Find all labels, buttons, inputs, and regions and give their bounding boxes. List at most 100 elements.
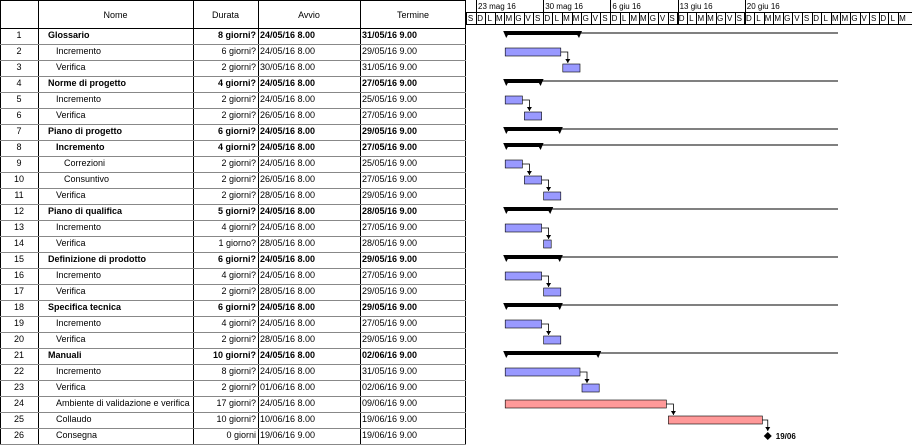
task-start[interactable]: 24/05/16 8.00 bbox=[260, 78, 316, 88]
task-start[interactable]: 28/05/16 8.00 bbox=[260, 190, 316, 200]
task-start[interactable]: 24/05/16 8.00 bbox=[260, 46, 316, 56]
task-end[interactable]: 29/05/16 9.00 bbox=[362, 46, 418, 56]
task-name[interactable]: Verifica bbox=[56, 334, 86, 344]
task-start[interactable]: 28/05/16 8.00 bbox=[260, 286, 316, 296]
task-start[interactable]: 24/05/16 8.00 bbox=[260, 94, 316, 104]
task-name[interactable]: Definizione di prodotto bbox=[48, 254, 146, 264]
task-start[interactable]: 30/05/16 8.00 bbox=[260, 62, 316, 72]
task-end[interactable]: 19/06/16 9.00 bbox=[362, 430, 418, 440]
task-name[interactable]: Incremento bbox=[56, 142, 105, 152]
task-duration[interactable]: 6 giorni? bbox=[218, 254, 256, 264]
task-start[interactable]: 24/05/16 8.00 bbox=[260, 142, 316, 152]
task-start[interactable]: 26/05/16 8.00 bbox=[260, 174, 316, 184]
task-name[interactable]: Specifica tecnica bbox=[48, 302, 122, 312]
task-name[interactable]: Collaudo bbox=[56, 414, 92, 424]
task-duration[interactable]: 4 giorni? bbox=[221, 270, 256, 280]
task-end[interactable]: 31/05/16 9.00 bbox=[362, 62, 418, 72]
task-start[interactable]: 24/05/16 8.00 bbox=[260, 158, 316, 168]
task-end[interactable]: 28/05/16 9.00 bbox=[362, 238, 418, 248]
task-end[interactable]: 02/06/16 9.00 bbox=[362, 350, 418, 360]
task-duration[interactable]: 8 giorni? bbox=[221, 366, 256, 376]
task-id[interactable]: 22 bbox=[13, 366, 24, 376]
task-start[interactable]: 24/05/16 8.00 bbox=[260, 398, 316, 408]
task-name[interactable]: Incremento bbox=[56, 270, 102, 280]
task-duration[interactable]: 4 giorni? bbox=[221, 318, 256, 328]
task-id[interactable]: 14 bbox=[13, 238, 24, 248]
task-name[interactable]: Consegna bbox=[56, 430, 98, 440]
task-start[interactable]: 19/06/16 9.00 bbox=[260, 430, 316, 440]
task-id[interactable]: 7 bbox=[16, 126, 22, 136]
task-end[interactable]: 25/05/16 9.00 bbox=[362, 94, 418, 104]
task-id[interactable]: 3 bbox=[16, 62, 22, 72]
task-duration[interactable]: 6 giorni? bbox=[218, 302, 256, 312]
task-duration[interactable]: 4 giorni? bbox=[218, 78, 256, 88]
task-start[interactable]: 24/05/16 8.00 bbox=[260, 254, 316, 264]
task-id[interactable]: 25 bbox=[13, 414, 24, 424]
task-start[interactable]: 24/05/16 8.00 bbox=[260, 318, 316, 328]
column-header-start[interactable]: Avvio bbox=[298, 10, 320, 20]
task-name[interactable]: Incremento bbox=[56, 94, 102, 104]
task-id[interactable]: 2 bbox=[16, 46, 22, 56]
task-start[interactable]: 01/06/16 8.00 bbox=[260, 382, 316, 392]
task-duration[interactable]: 4 giorni? bbox=[221, 222, 256, 232]
task-id[interactable]: 20 bbox=[13, 334, 24, 344]
task-duration[interactable]: 17 giorni? bbox=[216, 398, 256, 408]
task-id[interactable]: 24 bbox=[13, 398, 24, 408]
task-start[interactable]: 24/05/16 8.00 bbox=[260, 350, 316, 360]
task-end[interactable]: 27/05/16 9.00 bbox=[362, 78, 418, 88]
task-start[interactable]: 24/05/16 8.00 bbox=[260, 270, 316, 280]
task-duration[interactable]: 10 giorni? bbox=[216, 414, 256, 424]
task-end[interactable]: 19/06/16 9.00 bbox=[362, 414, 418, 424]
task-end[interactable]: 27/05/16 9.00 bbox=[362, 270, 418, 280]
task-duration[interactable]: 0 giorni bbox=[226, 430, 256, 440]
task-end[interactable]: 31/05/16 9.00 bbox=[362, 366, 418, 376]
task-id[interactable]: 26 bbox=[13, 430, 24, 440]
task-name[interactable]: Verifica bbox=[56, 238, 86, 248]
task-start[interactable]: 24/05/16 8.00 bbox=[260, 222, 316, 232]
task-id[interactable]: 5 bbox=[16, 94, 22, 104]
task-duration[interactable]: 2 giorni? bbox=[221, 334, 256, 344]
task-id[interactable]: 10 bbox=[13, 174, 24, 184]
task-end[interactable]: 28/05/16 9.00 bbox=[362, 206, 418, 216]
task-name[interactable]: Verifica bbox=[56, 286, 86, 296]
task-name[interactable]: Piano di qualifica bbox=[48, 206, 123, 216]
task-start[interactable]: 24/05/16 8.00 bbox=[260, 126, 316, 136]
task-id[interactable]: 8 bbox=[16, 142, 22, 152]
task-id[interactable]: 4 bbox=[16, 78, 22, 88]
task-name[interactable]: Verifica bbox=[56, 382, 86, 392]
task-name[interactable]: Piano di progetto bbox=[48, 126, 122, 136]
task-id[interactable]: 23 bbox=[13, 382, 24, 392]
task-id[interactable]: 21 bbox=[13, 350, 24, 360]
task-id[interactable]: 15 bbox=[13, 254, 24, 264]
task-name[interactable]: Glossario bbox=[48, 30, 90, 40]
task-name[interactable]: Manuali bbox=[48, 350, 82, 360]
task-end[interactable]: 31/05/16 9.00 bbox=[362, 30, 418, 40]
column-header-num[interactable] bbox=[0, 3, 38, 27]
task-name[interactable]: Incremento bbox=[56, 46, 102, 56]
task-duration[interactable]: 2 giorni? bbox=[221, 94, 256, 104]
task-end[interactable]: 29/05/16 9.00 bbox=[362, 302, 418, 312]
task-duration[interactable]: 2 giorni? bbox=[221, 382, 256, 392]
task-id[interactable]: 12 bbox=[13, 206, 24, 216]
task-name[interactable]: Ambiente di validazione e verifica bbox=[56, 398, 190, 408]
task-id[interactable]: 19 bbox=[13, 318, 24, 328]
task-duration[interactable]: 2 giorni? bbox=[221, 110, 256, 120]
task-id[interactable]: 18 bbox=[13, 302, 24, 312]
task-id[interactable]: 17 bbox=[13, 286, 24, 296]
task-end[interactable]: 27/05/16 9.00 bbox=[362, 318, 418, 328]
task-id[interactable]: 6 bbox=[16, 110, 22, 120]
task-duration[interactable]: 2 giorni? bbox=[221, 174, 256, 184]
task-end[interactable]: 25/05/16 9.00 bbox=[362, 158, 418, 168]
task-duration[interactable]: 10 giorni? bbox=[212, 350, 256, 360]
column-header-duration[interactable]: Durata bbox=[211, 10, 239, 20]
task-end[interactable]: 27/05/16 9.00 bbox=[362, 142, 418, 152]
task-name[interactable]: Consuntivo bbox=[64, 174, 110, 184]
task-start[interactable]: 10/06/16 8.00 bbox=[260, 414, 316, 424]
task-start[interactable]: 26/05/16 8.00 bbox=[260, 110, 316, 120]
task-start[interactable]: 24/05/16 8.00 bbox=[260, 206, 316, 216]
task-end[interactable]: 09/06/16 9.00 bbox=[362, 398, 418, 408]
task-name[interactable]: Norme di progetto bbox=[48, 78, 126, 88]
task-start[interactable]: 24/05/16 8.00 bbox=[260, 302, 316, 312]
task-end[interactable]: 27/05/16 9.00 bbox=[362, 222, 418, 232]
task-end[interactable]: 27/05/16 9.00 bbox=[362, 174, 418, 184]
